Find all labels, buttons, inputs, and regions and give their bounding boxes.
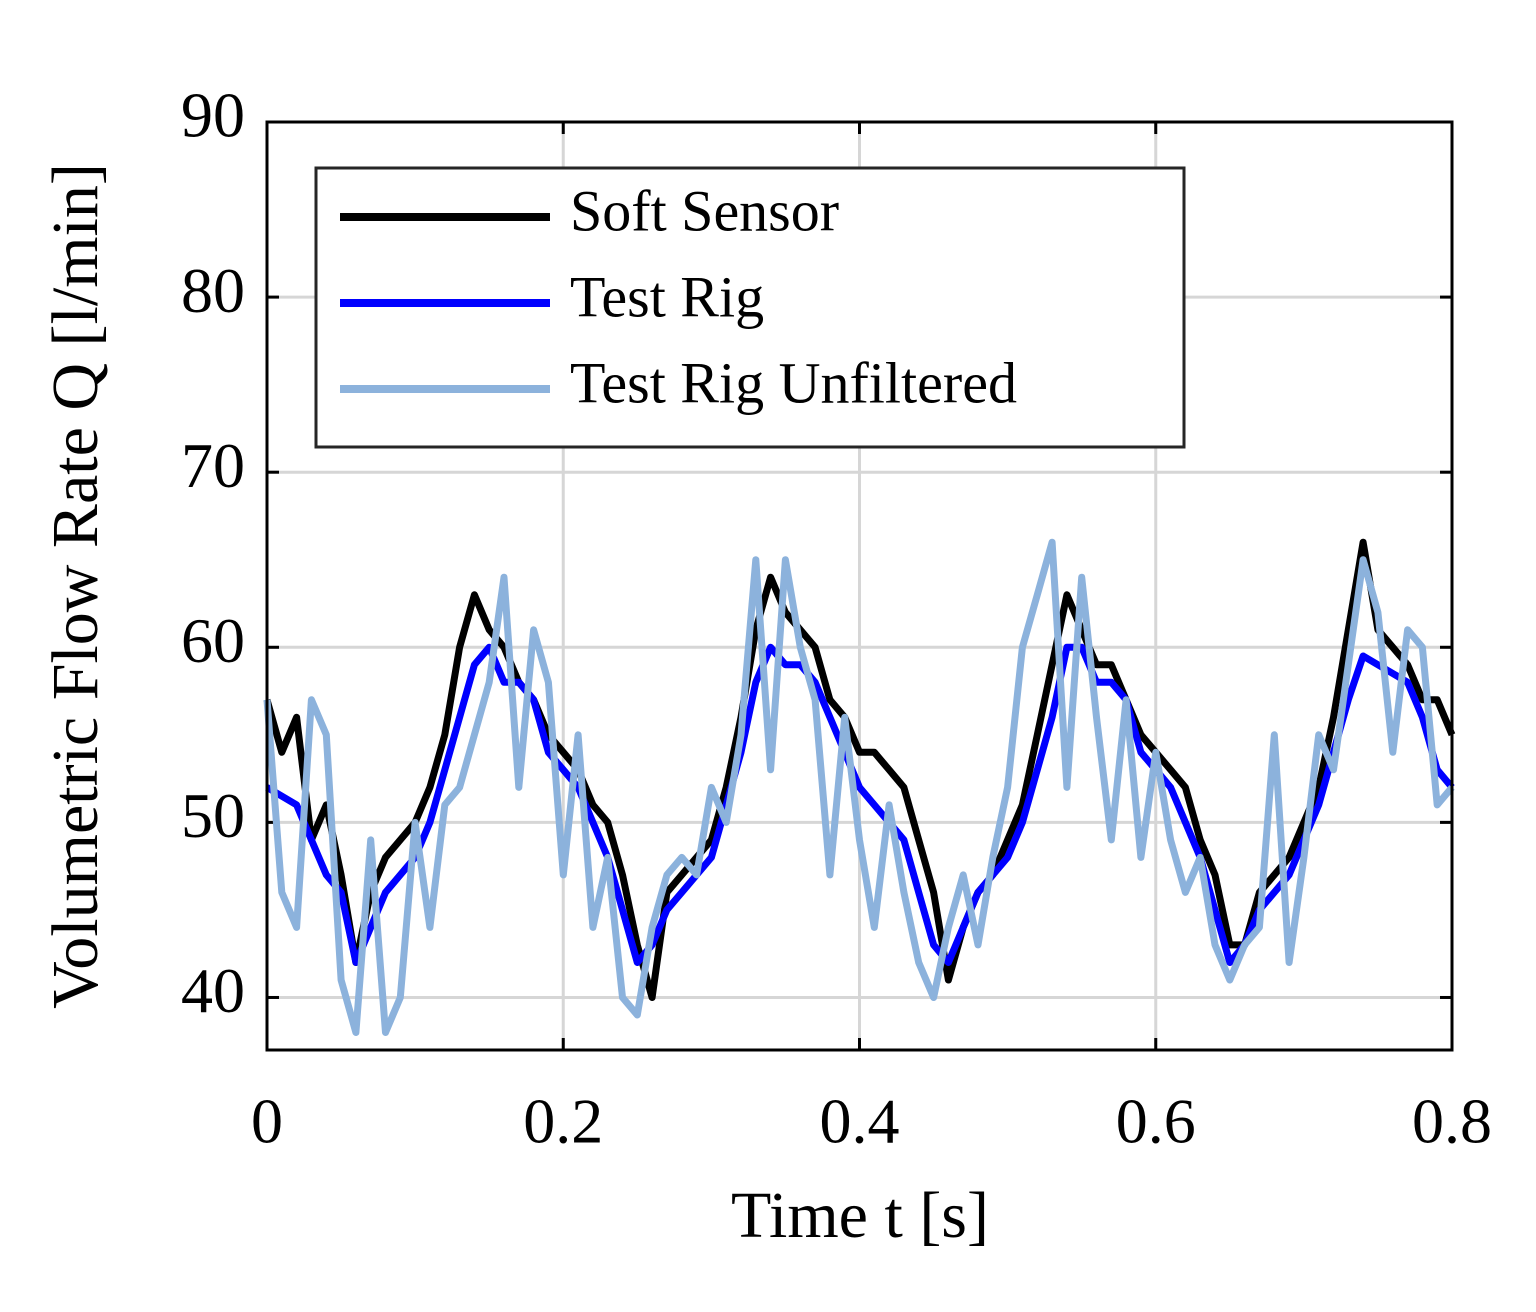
x-tick-label: 0	[251, 1086, 283, 1157]
y-tick-label: 50	[181, 780, 245, 851]
x-tick-label: 0.4	[820, 1086, 900, 1157]
y-axis-label: Volumetric Flow Rate Q [l/min]	[39, 163, 112, 1009]
y-tick-label: 90	[181, 80, 245, 151]
legend-label: Test Rig	[570, 264, 764, 329]
line-series	[263, 538, 1455, 1036]
y-tick-label: 80	[181, 255, 245, 326]
plot-frame	[265, 120, 1454, 1052]
y-tick-label: 60	[181, 605, 245, 676]
legend-label: Test Rig Unfiltered	[570, 350, 1017, 415]
x-axis-label: Time t [s]	[731, 1179, 989, 1252]
x-tick-label: 0.2	[523, 1086, 603, 1157]
x-tick-label: 0.8	[1412, 1086, 1492, 1157]
line-series	[265, 643, 1455, 966]
x-tick-label: 0.6	[1116, 1086, 1196, 1157]
legend-label: Soft Sensor	[570, 178, 839, 243]
y-tick-label: 70	[181, 430, 245, 501]
y-tick-label: 40	[181, 955, 245, 1026]
line-series	[263, 538, 1456, 1001]
